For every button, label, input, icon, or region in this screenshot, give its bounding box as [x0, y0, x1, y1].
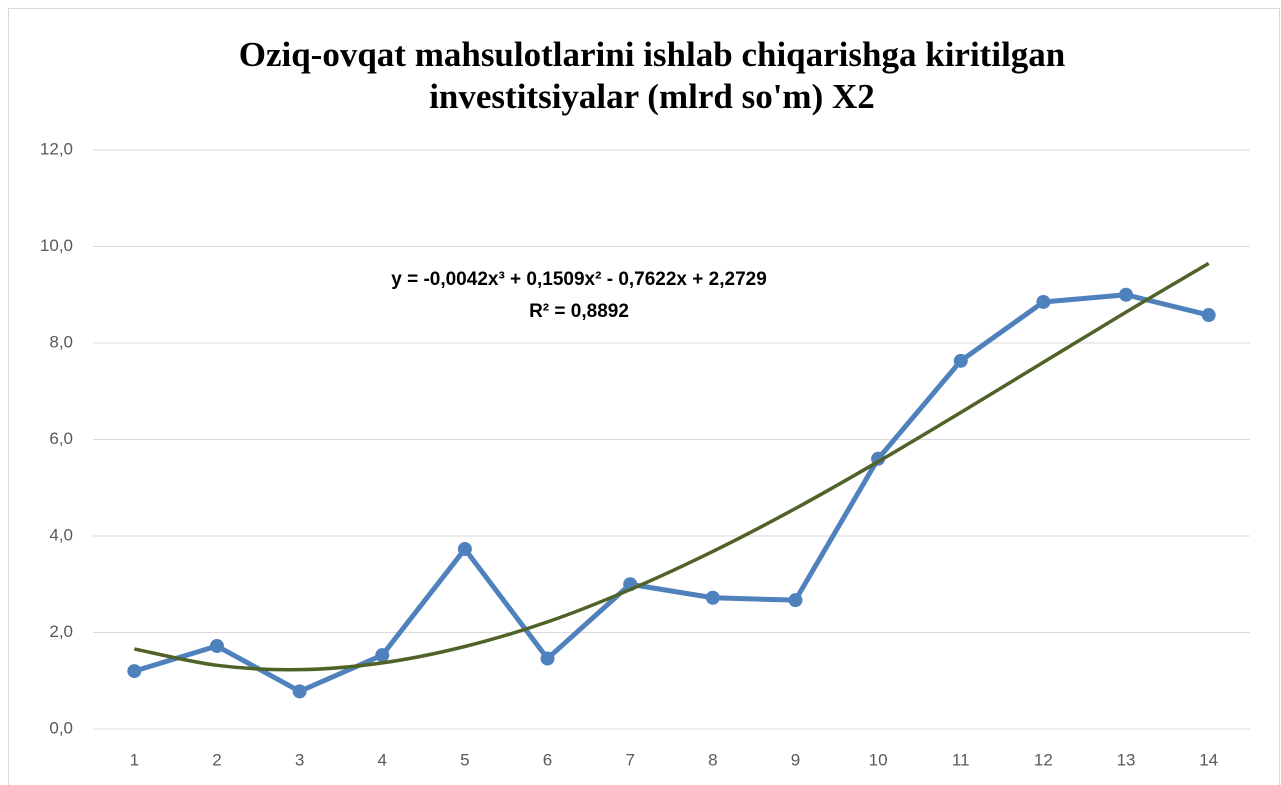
data-point: [1119, 287, 1134, 302]
x-tick-label: 10: [869, 750, 888, 769]
data-point: [375, 648, 390, 663]
x-tick-label: 12: [1034, 750, 1053, 769]
x-tick-label: 9: [791, 750, 800, 769]
y-tick-label: 8,0: [49, 332, 73, 351]
y-tick-label: 4,0: [49, 525, 73, 544]
y-tick-label: 2,0: [49, 622, 73, 641]
y-tick-label: 12,0: [40, 139, 73, 158]
chart-title: Oziq-ovqat mahsulotlarini ishlab chiqari…: [239, 35, 1066, 74]
trendline-equation: y = -0,0042x³ + 0,1509x² - 0,7622x + 2,2…: [391, 269, 767, 290]
x-tick-label: 13: [1117, 750, 1136, 769]
data-line: [133, 292, 1210, 694]
x-tick-label: 6: [543, 750, 552, 769]
x-tick-label: 8: [708, 750, 717, 769]
data-point: [1201, 308, 1216, 323]
data-point: [953, 353, 968, 368]
x-tick-label: 5: [460, 750, 469, 769]
y-tick-label: 0,0: [49, 718, 73, 737]
data-point: [457, 542, 472, 557]
y-tick-label: 10,0: [40, 236, 73, 255]
x-tick-label: 3: [295, 750, 304, 769]
x-tick-label: 4: [378, 750, 387, 769]
data-point: [705, 590, 720, 605]
x-tick-label: 2: [212, 750, 221, 769]
x-tick-label: 14: [1199, 750, 1218, 769]
data-point: [292, 684, 307, 699]
data-point: [209, 639, 224, 654]
chart-title: investitsiyalar (mlrd so'm) X2: [429, 77, 875, 116]
x-tick-label: 11: [952, 750, 970, 769]
x-tick-label: 7: [625, 750, 634, 769]
trendline-r2: R² = 0,8892: [529, 301, 629, 322]
data-point: [788, 593, 803, 608]
data-point: [1036, 294, 1051, 309]
trendline: [133, 261, 1210, 672]
data-point: [540, 651, 555, 666]
y-tick-label: 6,0: [49, 429, 73, 448]
chart-border: [8, 8, 1280, 785]
x-tick-label: 1: [130, 750, 139, 769]
data-point: [127, 664, 142, 679]
